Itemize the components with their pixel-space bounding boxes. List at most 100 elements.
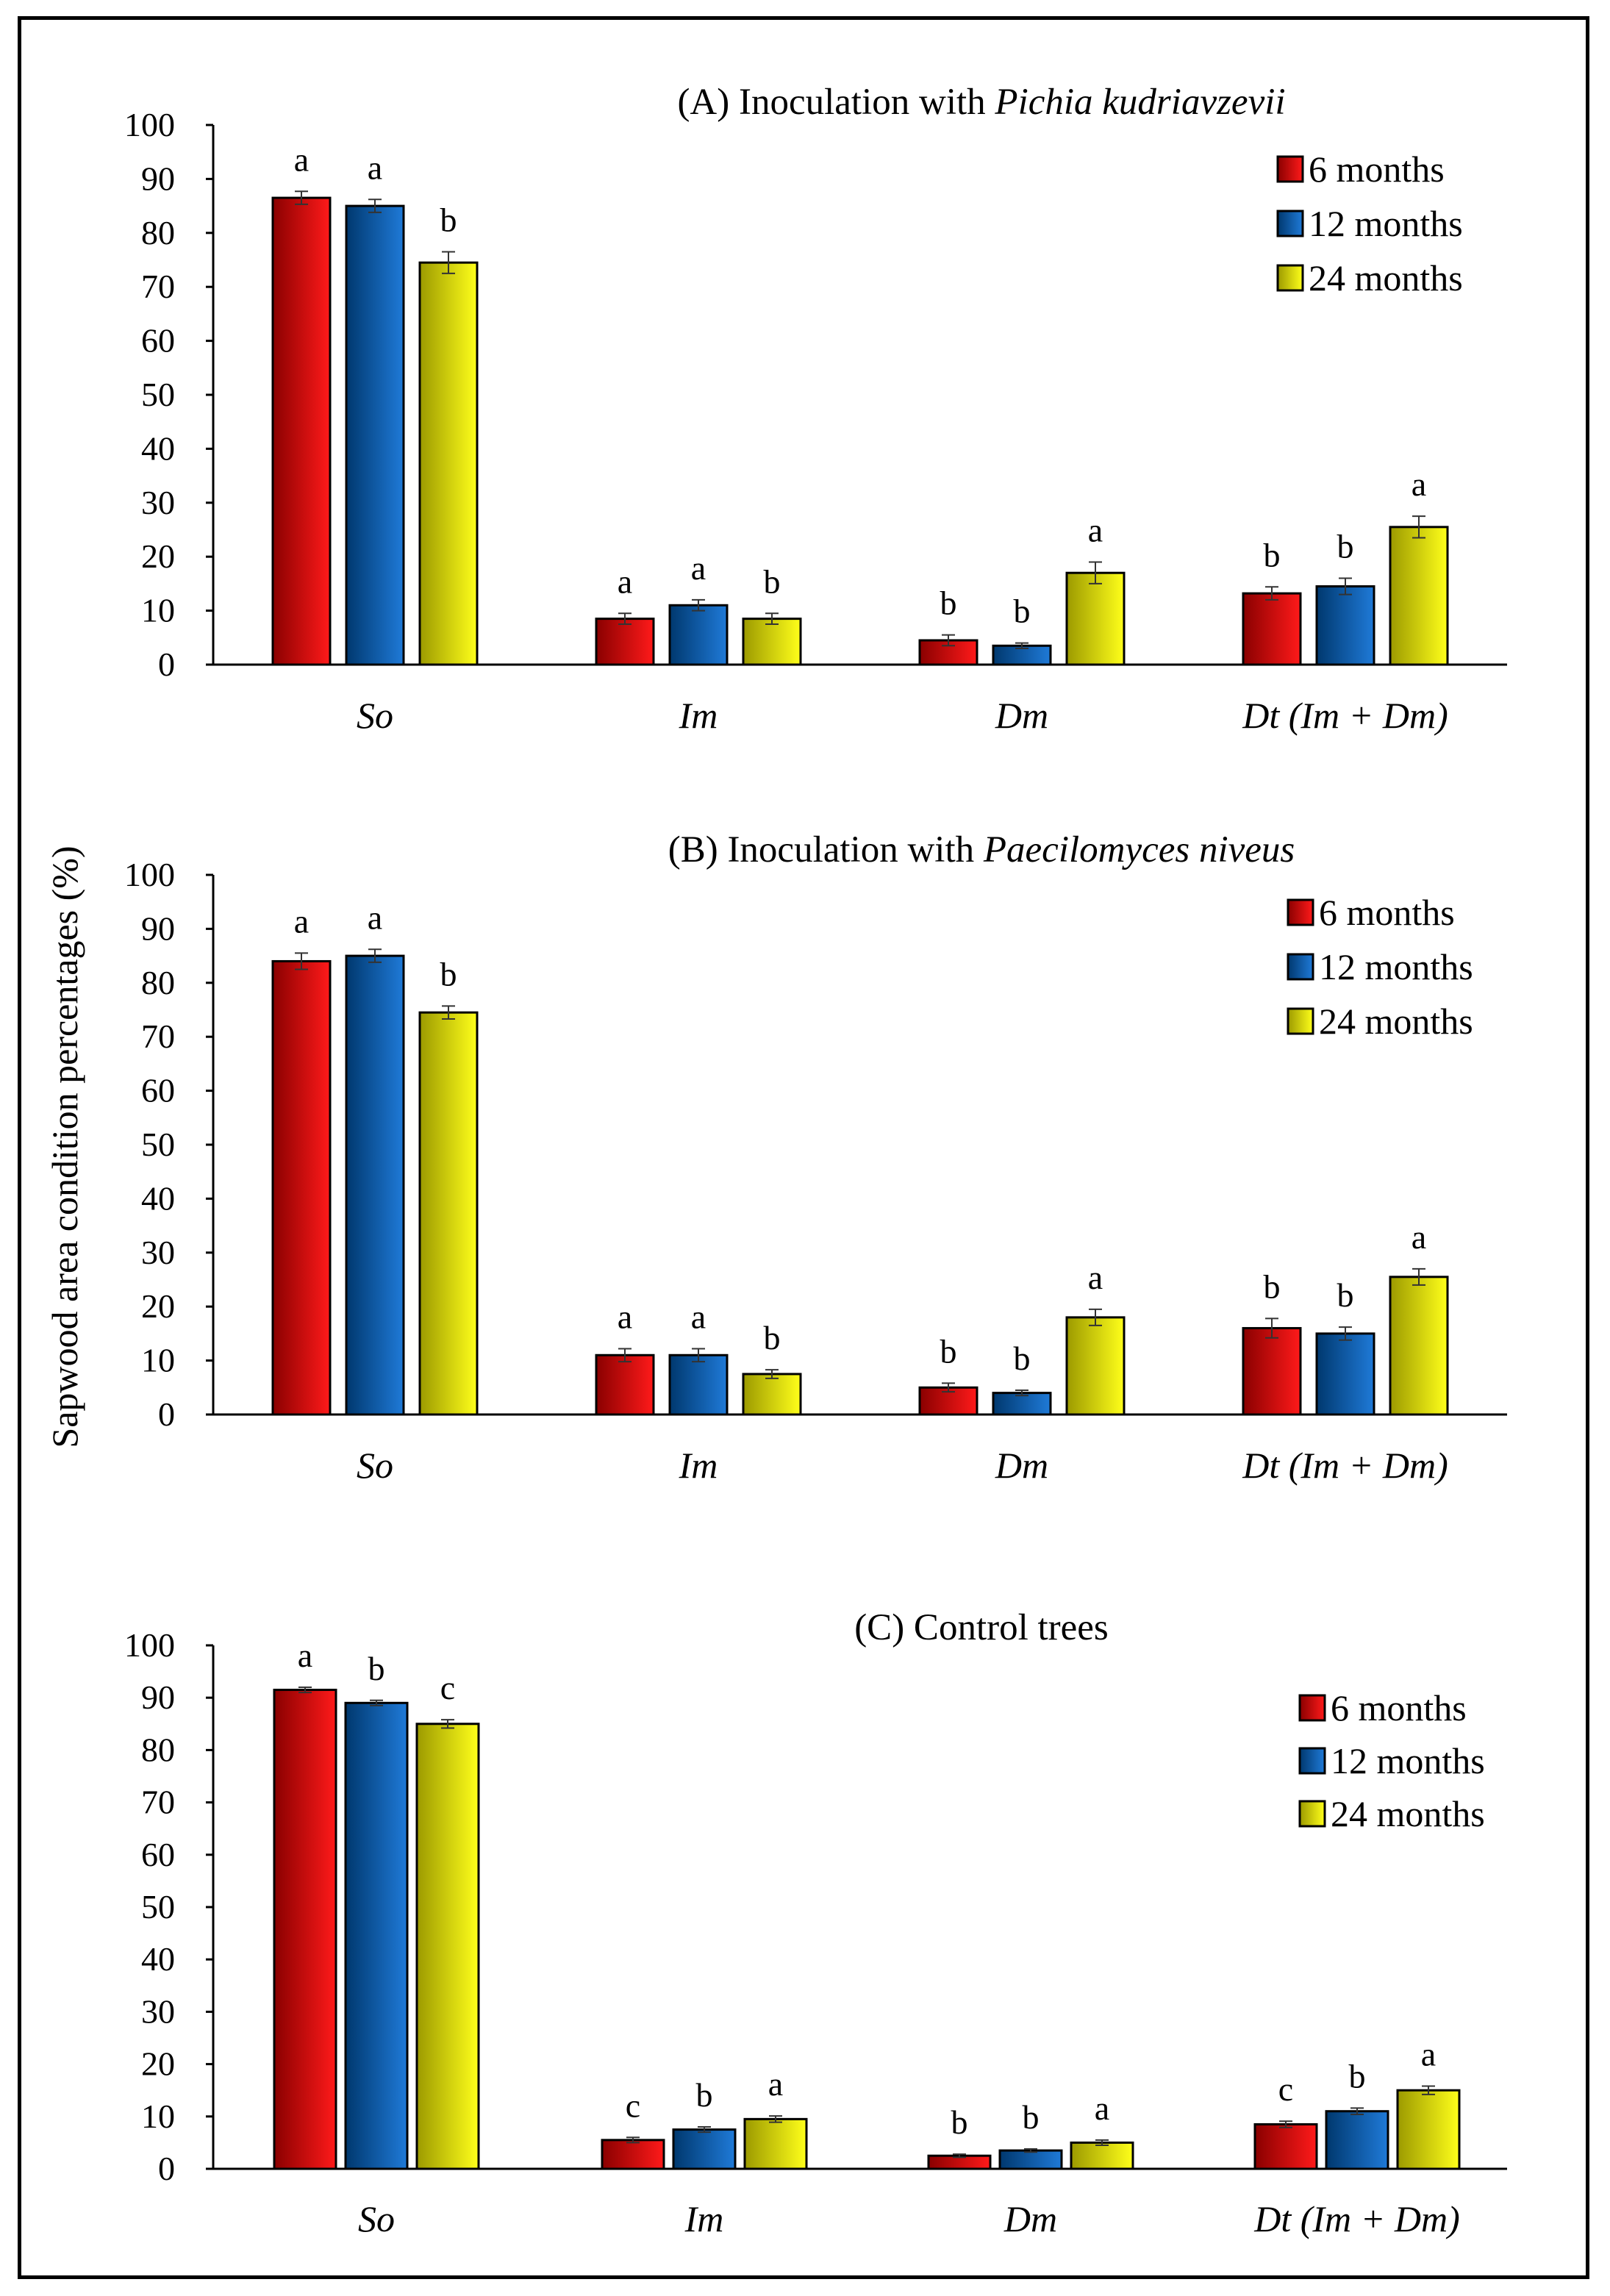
significance-letter: a — [768, 2065, 783, 2103]
bar — [1253, 2122, 1318, 2170]
category-label: Dt (Im + Dm) — [1253, 2198, 1460, 2239]
y-tick-label: 30 — [141, 1992, 175, 2030]
legend-label: 6 months — [1309, 149, 1445, 190]
category-label: So — [358, 2198, 395, 2239]
y-tick-label: 80 — [141, 1731, 175, 1768]
significance-letter: b — [764, 1319, 781, 1356]
significance-letter: b — [368, 1650, 385, 1687]
y-tick-label: 90 — [141, 1678, 175, 1716]
category-label: Dm — [995, 695, 1048, 736]
bar — [1315, 1332, 1375, 1416]
y-tick-label: 60 — [141, 1836, 175, 1873]
significance-letter: a — [294, 140, 309, 178]
significance-letter: b — [1349, 2057, 1366, 2095]
legend-swatch — [1287, 1007, 1314, 1035]
bar — [415, 1723, 480, 2170]
bar — [668, 604, 729, 666]
chart-panel-1: 0 10 20 30 40 50 60 70 80 90 100 (B) Inoculation wi… — [124, 829, 1507, 1486]
significance-letter: b — [1264, 1267, 1281, 1305]
chart-panel-0: 0 10 20 30 40 50 60 70 80 90 100 (A) Inoculation wi… — [124, 82, 1507, 736]
bar — [1242, 592, 1302, 666]
y-tick-label: 0 — [158, 1395, 175, 1433]
significance-letter: a — [1095, 2089, 1109, 2127]
bar — [418, 1011, 479, 1416]
category-label: Dt (Im + Dm) — [1242, 695, 1448, 736]
y-tick-label: 50 — [141, 1888, 175, 1925]
y-tick-label: 80 — [141, 214, 175, 251]
chart-title-prefix: (A) Inoculation with — [677, 82, 995, 123]
significance-letter: a — [618, 1298, 632, 1335]
bar — [1065, 571, 1126, 666]
y-tick-label: 30 — [141, 1234, 175, 1271]
bar — [1242, 1327, 1302, 1416]
significance-letter: a — [368, 149, 382, 186]
category-label: So — [357, 695, 393, 736]
chart-title-species: Paecilomyces niveus — [983, 829, 1295, 870]
figure-frame — [18, 16, 1589, 2279]
legend-label: 12 months — [1319, 946, 1473, 987]
category-label: Im — [679, 695, 718, 736]
y-tick-label: 40 — [141, 429, 175, 467]
significance-letter: a — [368, 898, 382, 936]
legend-swatch — [1287, 953, 1314, 981]
y-tick-label: 70 — [141, 1784, 175, 1821]
bar — [271, 196, 332, 666]
legend-label: 24 months — [1319, 1001, 1473, 1042]
bar — [742, 1373, 802, 1416]
y-tick-label: 100 — [124, 106, 175, 143]
significance-letter: b — [1014, 1340, 1031, 1377]
category-label: Dm — [1003, 2198, 1057, 2239]
chart-title-prefix: (C) Control trees — [854, 1607, 1109, 1648]
y-tick-label: 50 — [141, 1126, 175, 1163]
y-tick-label: 50 — [141, 376, 175, 413]
chart-title-prefix: (B) Inoculation with — [668, 829, 984, 870]
category-label: So — [357, 1445, 393, 1486]
significance-letter: a — [1412, 465, 1426, 503]
legend-label: 12 months — [1309, 203, 1463, 244]
significance-letter: b — [440, 201, 457, 238]
significance-letter: a — [1088, 512, 1103, 549]
bar — [601, 2139, 665, 2170]
bar — [1070, 2141, 1134, 2170]
chart-title-species: Pichia kudriavzevii — [994, 82, 1285, 123]
y-tick-label: 60 — [141, 1072, 175, 1109]
significance-letter: b — [940, 584, 957, 622]
legend-swatch — [1298, 1747, 1326, 1775]
chart-panel-2: 0 10 20 30 40 50 60 70 80 90 100 (C) Control trees S… — [124, 1607, 1507, 2239]
significance-letter: a — [1088, 1259, 1103, 1296]
significance-letter: c — [626, 2086, 640, 2124]
legend-swatch — [1287, 898, 1314, 926]
bar — [344, 1701, 409, 2170]
bar — [1325, 2110, 1389, 2170]
y-tick-label: 90 — [141, 909, 175, 947]
y-tick-label: 20 — [141, 1287, 175, 1325]
bar — [668, 1353, 729, 1416]
significance-letter: a — [691, 549, 706, 587]
y-tick-label: 100 — [124, 856, 175, 893]
significance-letter: b — [440, 955, 457, 993]
bar — [1389, 1276, 1449, 1416]
y-tick-label: 40 — [141, 1940, 175, 1978]
significance-letter: a — [691, 1298, 706, 1335]
category-label: Im — [684, 2198, 724, 2239]
significance-letter: b — [1023, 2098, 1040, 2136]
significance-letter: a — [1412, 1218, 1426, 1256]
bar — [1389, 526, 1449, 666]
category-label: Im — [679, 1445, 718, 1486]
legend-label: 12 months — [1331, 1740, 1485, 1781]
significance-letter: c — [1278, 2070, 1293, 2108]
legend-swatch — [1276, 210, 1304, 237]
bar — [742, 618, 802, 666]
significance-letter: b — [1014, 593, 1031, 630]
bar — [743, 2117, 808, 2170]
bar — [998, 2149, 1063, 2170]
y-tick-label: 0 — [158, 2150, 175, 2187]
y-tick-label: 0 — [158, 645, 175, 683]
legend-label: 24 months — [1309, 257, 1463, 298]
y-tick-label: 70 — [141, 268, 175, 305]
y-tick-label: 100 — [124, 1626, 175, 1664]
y-tick-label: 10 — [141, 592, 175, 629]
y-tick-label: 60 — [141, 322, 175, 360]
bar — [345, 204, 405, 666]
